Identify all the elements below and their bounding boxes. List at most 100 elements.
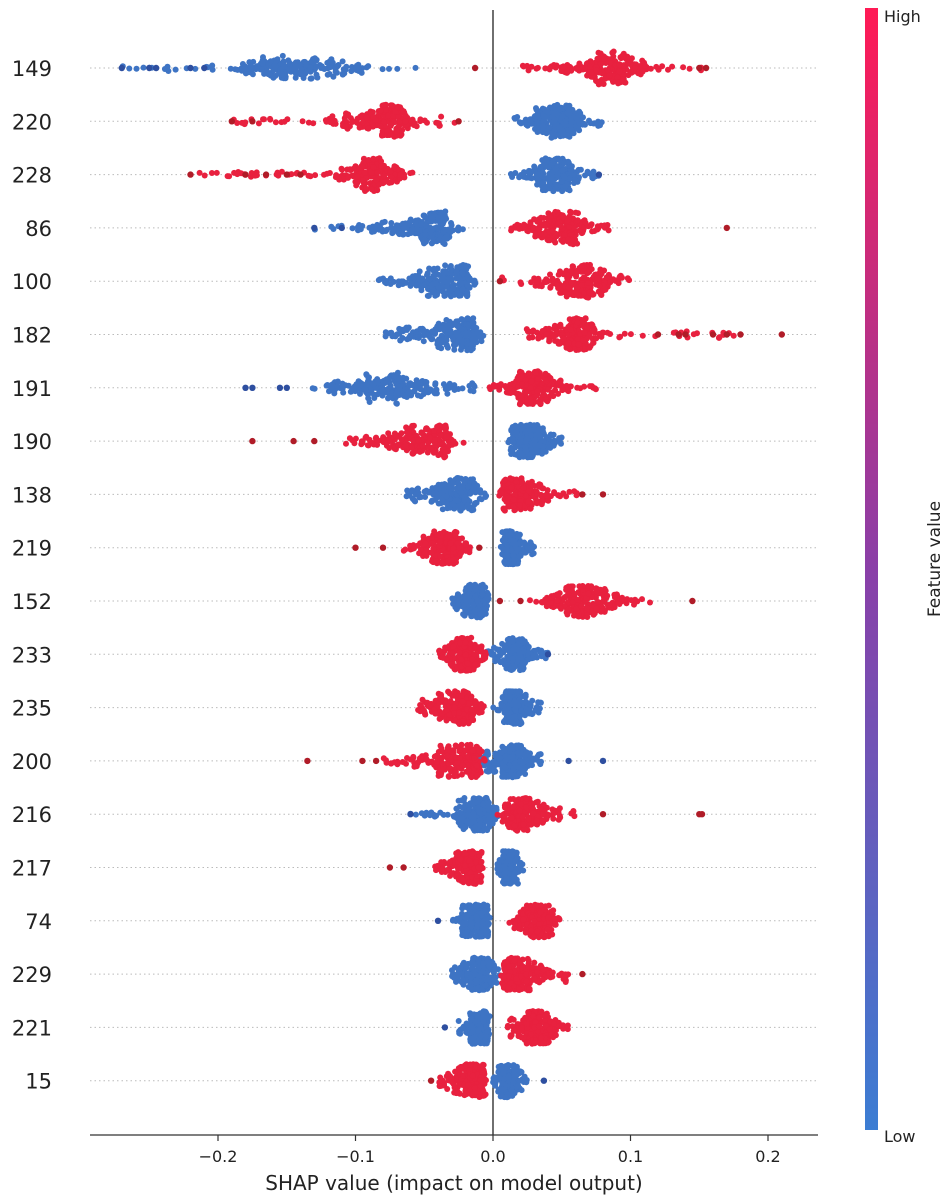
shap-point-high	[564, 586, 570, 593]
shap-point-high	[452, 532, 459, 539]
shap-point-low	[483, 595, 490, 601]
shap-point-high	[593, 588, 600, 595]
shap-point-low	[292, 74, 299, 81]
shap-point-high	[224, 173, 231, 180]
shap-outlier-low	[276, 384, 284, 391]
shap-point-low	[381, 218, 388, 225]
shap-point-high	[556, 340, 563, 347]
shap-point-high	[578, 603, 585, 609]
beeswarm-points	[118, 48, 785, 1101]
shap-point-low	[568, 163, 575, 170]
feature-label: 233	[12, 643, 52, 667]
shap-point-high	[550, 333, 557, 340]
shap-point-low	[459, 385, 466, 392]
shap-point-low	[397, 337, 404, 344]
shap-point-high	[363, 185, 369, 192]
shap-point-low	[561, 174, 568, 181]
shap-point-low	[318, 63, 325, 70]
shap-point-high	[345, 174, 351, 181]
shap-point-high	[574, 66, 581, 73]
shap-point-high	[380, 102, 387, 109]
shap-point-low	[536, 433, 543, 439]
shap-point-high	[647, 65, 654, 72]
shap-point-high	[730, 332, 737, 339]
shap-point-low	[307, 75, 314, 82]
shap-point-high	[519, 381, 526, 388]
shap-point-high	[234, 171, 241, 178]
shap-point-low	[400, 381, 407, 388]
shap-point-low	[416, 227, 423, 234]
shap-point-low	[442, 226, 449, 233]
shap-point-high	[415, 437, 422, 444]
feature-label: 221	[12, 1016, 52, 1040]
shap-outlier-high	[702, 64, 710, 72]
shap-point-low	[335, 62, 342, 69]
shap-point-high	[528, 398, 534, 405]
shap-point-high	[554, 597, 561, 604]
shap-point-high	[536, 218, 543, 225]
shap-point-low	[329, 59, 336, 66]
shap-outlier-low	[146, 64, 153, 72]
shap-point-high	[585, 583, 592, 589]
shap-point-low	[363, 387, 369, 394]
shap-point-high	[533, 278, 540, 285]
shap-point-low	[458, 489, 465, 496]
shap-point-high	[560, 63, 567, 70]
shap-point-high	[542, 396, 549, 403]
shap-point-high	[510, 496, 517, 503]
shap-point-high	[447, 540, 454, 547]
shap-point-high	[639, 332, 646, 339]
shap-point-high	[616, 334, 623, 341]
shap-point-low	[449, 595, 456, 602]
shap-point-low	[342, 382, 349, 389]
shap-point-low	[524, 422, 531, 429]
shap-point-high	[370, 123, 376, 130]
shap-outlier-high	[283, 171, 290, 178]
shap-point-low	[299, 71, 306, 78]
shap-point-high	[201, 172, 208, 179]
shap-point-high	[386, 445, 393, 451]
shap-point-low	[421, 488, 428, 495]
shap-point-high	[391, 163, 398, 170]
shap-point-high	[537, 401, 544, 408]
shap-outlier-high	[723, 224, 730, 232]
shap-point-low	[353, 381, 360, 388]
shap-point-high	[535, 333, 542, 340]
shap-point-high	[642, 62, 648, 69]
shap-point-high	[543, 492, 550, 499]
shap-point-high	[574, 319, 581, 326]
shap-point-high	[213, 169, 220, 176]
shap-point-low	[371, 391, 377, 398]
shap-outlier-high	[599, 491, 607, 498]
shap-point-low	[445, 482, 452, 488]
shap-point-low	[422, 231, 429, 238]
shap-point-high	[586, 289, 593, 296]
shap-point-high	[443, 433, 450, 440]
shap-point-low	[329, 384, 335, 391]
shap-point-low	[311, 385, 318, 392]
shap-point-high	[573, 268, 580, 275]
shap-point-low	[528, 450, 535, 457]
shap-point-high	[614, 74, 621, 81]
shap-point-low	[459, 286, 466, 293]
shap-point-high	[517, 400, 524, 407]
shap-outlier-high	[290, 437, 297, 445]
shap-point-high	[395, 441, 402, 448]
shap-outlier-high	[778, 331, 785, 338]
shap-point-low	[393, 390, 400, 397]
shap-point-low	[342, 66, 349, 73]
shap-point-high	[438, 113, 445, 120]
shap-point-high	[578, 282, 585, 289]
shap-point-low	[561, 160, 568, 167]
shap-point-low	[595, 122, 602, 129]
shap-point-low	[464, 315, 471, 322]
shap-point-high	[542, 65, 549, 72]
shap-point-high	[324, 170, 330, 177]
shap-point-low	[547, 431, 554, 438]
shap-point-low	[438, 481, 445, 488]
shap-outlier-high	[471, 64, 479, 72]
shap-point-low	[524, 544, 531, 551]
shap-point-low	[270, 74, 277, 81]
shap-outlier-low	[242, 384, 249, 391]
shap-point-high	[604, 67, 611, 74]
